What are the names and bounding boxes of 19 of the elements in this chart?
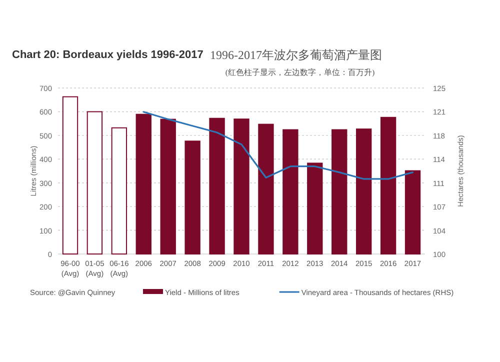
bar: [86, 111, 103, 254]
bar: [184, 140, 200, 254]
bar: [307, 162, 323, 254]
chart-title: Chart 20: Bordeaux yields 1996-2017: [12, 49, 204, 61]
bar: [209, 118, 225, 254]
bar: [380, 116, 396, 254]
text: (红色柱子显示，左边数字，单位：百万升): [225, 68, 375, 77]
chart-subtitle: 1996-2017年波尔多葡萄酒产量图: [210, 48, 382, 62]
bar: [356, 128, 372, 254]
bar: [136, 114, 152, 254]
bar: [258, 124, 274, 254]
line-series: [142, 111, 414, 180]
bar: [332, 129, 348, 254]
bar: [160, 118, 176, 254]
bar: [404, 170, 421, 254]
bar: [111, 127, 128, 254]
bar: [62, 96, 78, 254]
bar: [282, 129, 298, 254]
bar: [234, 118, 250, 254]
